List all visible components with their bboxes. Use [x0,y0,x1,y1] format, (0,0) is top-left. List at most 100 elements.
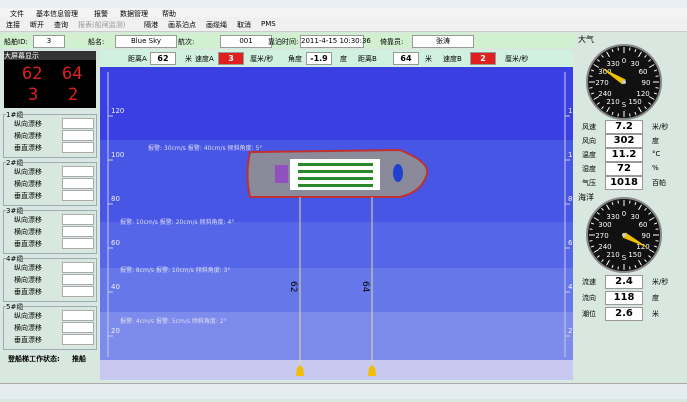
reading-label: 风向 [582,137,596,145]
cable-group [3,162,97,206]
dial-tick [593,217,600,221]
zone-band [100,67,573,140]
drift-label: 纵向漂移 [14,264,42,272]
zone-annotation: 报警: 8cm/s 报警: 10cm/s 倾斜角度: 3° [120,266,230,274]
dial-hub [622,80,626,84]
ladder-label: 登船梯工作状态: [8,355,60,363]
toolbar-button[interactable]: 画缆绳 [206,21,227,29]
rope-length: 64 [360,281,370,293]
dial-tick [648,102,652,105]
dial-label: 300 [598,68,611,76]
drift-box [62,142,94,153]
reading-value: 64 [393,52,419,65]
cable-name: 4#缆 [6,254,24,264]
reading-value: 62 [150,52,176,65]
ruler-label: 20 [568,327,573,335]
dial-tick [638,204,642,211]
dial-tick [638,51,642,58]
toolbar-button[interactable]: 取消 [237,21,251,29]
dial-needle [600,67,626,85]
drift-label: 横向漂移 [14,324,42,332]
dial-label: 90 [642,79,651,87]
panel-title: 大气 [578,35,594,44]
zone-annotation: 报警: 30cm/s 报警: 40cm/s 倾斜角度: 5° [148,144,262,152]
reading-label: 气压 [582,179,596,187]
dial-label: 150 [628,251,641,259]
rope-length: 62 [288,281,298,292]
dial-tick [596,102,600,105]
toolbar-button[interactable]: 画系泊点 [168,21,196,29]
toolbar-button[interactable]: 隔港 [144,21,158,29]
menu-item[interactable]: 报警 [94,10,108,18]
dial-tick [593,96,600,100]
dial-label: 0 [622,57,626,65]
dial-tick [606,204,610,211]
drift-box [62,130,94,141]
dial-tick [601,259,604,263]
dial-label: 60 [639,221,648,229]
dial-tick [653,69,658,72]
bollard [368,365,376,376]
dial-tick [589,240,593,242]
cable-group [3,114,97,158]
field-label: 倚靠员: [380,38,404,46]
panel-title: 海洋 [578,193,594,202]
reading-unit: 厘米/秒 [505,55,529,63]
ruler-label: 120 [568,107,573,115]
zone-annotation: 报警: 10cm/s 报警: 20cm/s 倾斜角度: 4° [120,218,234,226]
dial-tick [648,217,655,221]
menu-item[interactable]: 文件 [10,10,24,18]
drift-label: 垂直漂移 [14,288,42,296]
reading-value: -1.9 [306,52,332,65]
dial-tick [653,92,658,95]
dial-tick [590,69,595,72]
reading-unit: 百帕 [652,179,666,187]
ruler-label: 100 [568,151,573,159]
dial-label: 90 [642,232,651,240]
dial-tick [590,245,595,248]
reading-unit: 米/秒 [652,123,669,131]
cable-group [3,258,97,302]
drift-label: 横向漂移 [14,180,42,188]
reading-value: 302 [605,134,643,148]
toolbar [0,17,687,32]
menu-item[interactable]: 基本信息管理 [36,10,78,18]
reading-label: 潮位 [582,310,596,318]
status-bar [0,383,687,399]
reading-value: 1018 [605,176,643,190]
ruler-label: 20 [111,327,120,335]
cable-group [3,210,97,254]
dial-label: 210 [606,251,619,259]
toolbar-button[interactable]: 断开 [30,21,44,29]
reading-label: 速度A [195,55,214,63]
reading-label: 速度B [443,55,462,63]
drift-box [62,238,94,249]
reading-value: 118 [605,291,643,305]
dial-tick [648,255,652,258]
ruler-label: 40 [568,283,573,291]
drift-box [62,118,94,129]
berth-view: 报警: 30cm/s 报警: 40cm/s 倾斜角度: 5° 报警: 10cm/s… [100,67,573,380]
reading-unit: °C [652,150,661,158]
dial-tick [596,59,600,62]
zone-band [100,360,573,380]
menu-item[interactable]: 帮助 [162,10,176,18]
toolbar-button[interactable]: 查询 [54,21,68,29]
field-value: 3 [33,35,65,48]
drift-box [62,190,94,201]
drift-label: 纵向漂移 [14,120,42,128]
cable-name: 3#缆 [6,206,24,216]
dial-tick [617,47,619,51]
menu-item[interactable]: 数据管理 [120,10,148,18]
reading-label: 流向 [582,294,596,302]
reading-label: 距离B [358,55,377,63]
dial-label: 120 [636,243,649,251]
toolbar-button[interactable]: 报表(船闸监测) [78,21,126,29]
reading-label: 温度 [582,151,596,159]
zone-band [100,268,573,312]
toolbar-button[interactable]: 连接 [6,21,20,29]
toolbar-button[interactable]: PMS [261,20,276,28]
drift-label: 横向漂移 [14,228,42,236]
